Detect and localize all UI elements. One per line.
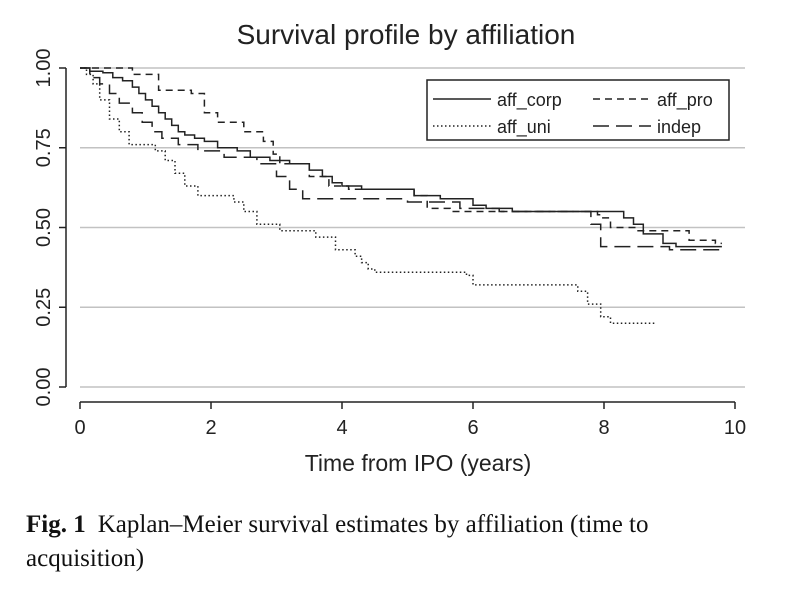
x-tick-label: 6 (467, 417, 478, 439)
legend-label: indep (657, 117, 701, 137)
y-tick-label: 1.00 (33, 49, 55, 88)
gridlines (80, 67, 745, 388)
x-tick-label: 4 (336, 417, 347, 439)
figure-caption-text: Kaplan–Meier survival estimates by affil… (26, 511, 649, 572)
series-lines (80, 67, 722, 324)
y-tick-label: 0.25 (33, 288, 55, 327)
legend-label: aff_corp (497, 90, 562, 111)
x-tick-label: 0 (74, 417, 85, 439)
legend-box (426, 79, 730, 141)
figure-caption: Fig. 1 Kaplan–Meier survival estimates by… (26, 508, 766, 576)
axes: 0.00 0.25 0.50 0.75 1.00 0 2 4 6 8 10 (33, 49, 746, 439)
x-tick-label: 2 (205, 417, 216, 439)
survival-chart: Survival profile by affiliation 0.00 0.25… (33, 19, 746, 476)
legend-label: aff_uni (497, 117, 551, 138)
legend: aff_corp aff_pro aff_uni indep (426, 79, 730, 141)
chart-title: Survival profile by affiliation (237, 19, 576, 50)
y-tick-label: 0.50 (33, 208, 55, 247)
legend-label: aff_pro (657, 90, 713, 111)
x-tick-label: 8 (598, 417, 609, 439)
series-line-aff-pro (80, 67, 722, 245)
x-tick-label: 10 (724, 417, 746, 439)
y-tick-label: 0.00 (33, 368, 55, 407)
figure-label: Fig. 1 (26, 511, 86, 538)
series-line-aff-uni (80, 67, 657, 324)
y-tick-label: 0.75 (33, 128, 55, 167)
x-axis-label: Time from IPO (years) (305, 450, 532, 476)
series-line-indep (80, 67, 722, 251)
